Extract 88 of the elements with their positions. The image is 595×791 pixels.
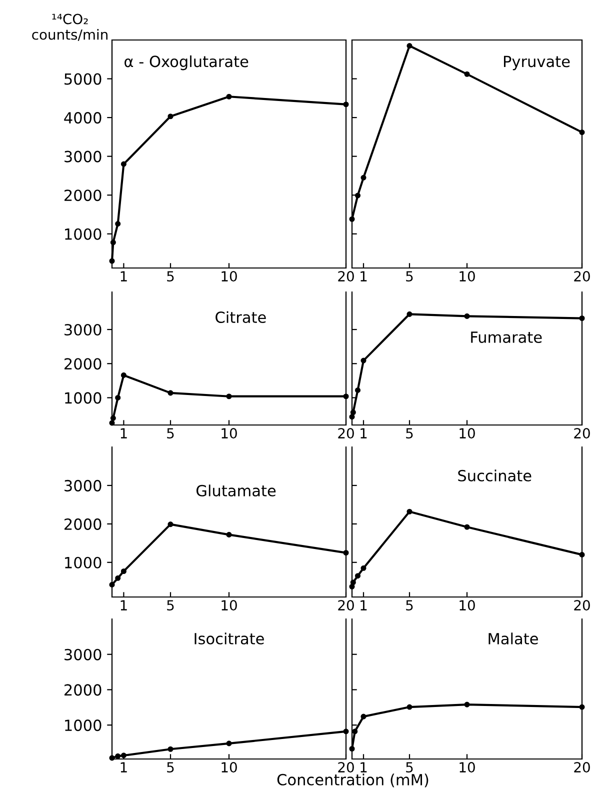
point (168, 522, 174, 528)
y-tick-label: 1000 (65, 720, 102, 732)
point (226, 94, 232, 100)
text: Pyruvate (504, 56, 570, 70)
x-tick-label: 5 (167, 600, 174, 611)
y-tick-label: 3000 (64, 480, 102, 492)
x-tick-label: 20 (574, 428, 590, 439)
point (120, 161, 126, 167)
point (354, 192, 361, 198)
point (360, 358, 366, 364)
point (115, 575, 121, 581)
y-tick-label: 4000 (64, 112, 102, 124)
x-tick-label: 10 (460, 600, 475, 611)
point (360, 565, 366, 571)
point (406, 43, 412, 49)
x-tick-label: 5 (167, 271, 174, 282)
x-tick-label: 10 (222, 600, 237, 611)
x-tick-label: 5 (167, 762, 174, 773)
point (120, 752, 126, 758)
y-tick-label: 1000 (65, 392, 102, 404)
x-tick-label: 1 (120, 600, 127, 610)
x-tick-label: 10 (460, 428, 475, 439)
point (226, 532, 232, 538)
x-tick-label: 1 (360, 271, 367, 282)
x-tick-label: 20 (574, 271, 590, 282)
x-tick-label: 1 (120, 428, 127, 438)
x-tick-label: 1 (120, 762, 127, 772)
y-axis-title: ¹⁴CO₂ counts/min (32, 14, 108, 41)
text: Isocitrate (194, 632, 264, 644)
x-tick-label: 5 (406, 762, 413, 773)
text: Glutamate (196, 484, 276, 496)
x-tick-label: 1 (360, 762, 367, 772)
y-tick-label: 1000 (65, 556, 102, 568)
x-tick-label: 5 (406, 271, 413, 282)
point (464, 702, 470, 708)
point (120, 372, 126, 378)
text: α - Oxoglutarate (124, 55, 248, 70)
text: Fumarate (471, 332, 542, 343)
y-tick-label: 1000 (65, 228, 102, 240)
point (226, 394, 232, 400)
x-tick-label: 5 (406, 428, 413, 439)
point (354, 573, 361, 579)
x-tick-label: 10 (460, 762, 475, 773)
text: Citrate (216, 311, 266, 324)
x-axis-title: Concentration (mM) (277, 774, 428, 788)
point (115, 753, 121, 759)
point (168, 114, 174, 120)
x-tick-label: 20 (574, 762, 590, 773)
point (360, 714, 366, 720)
point (226, 740, 232, 746)
x-tick-label: 10 (222, 762, 237, 773)
x-tick-label: 20 (338, 428, 354, 439)
x-tick-label: 1 (360, 600, 367, 610)
y-tick-label: 2000 (64, 518, 102, 530)
point (406, 704, 412, 710)
point (464, 71, 470, 77)
point (168, 746, 174, 752)
y-tick-label: 3000 (64, 150, 102, 162)
y-tick-label: 2000 (64, 358, 102, 370)
y-tick-label: 2000 (64, 190, 102, 202)
y-tick-label: 2000 (64, 684, 102, 696)
x-tick-label: 1 (360, 428, 367, 438)
point (120, 568, 126, 574)
x-tick-label: 20 (338, 762, 354, 773)
x-tick-label: 10 (222, 271, 237, 282)
point (354, 387, 361, 393)
point (352, 728, 358, 734)
point (406, 311, 412, 317)
x-tick-label: 20 (338, 271, 354, 282)
point (115, 394, 121, 400)
x-tick-label: 5 (167, 428, 174, 439)
x-tick-label: 20 (574, 600, 590, 611)
y-tick-label: 3000 (64, 648, 102, 660)
y-tick-label: 5000 (64, 73, 102, 85)
text: Malate (488, 632, 538, 644)
point (406, 508, 412, 514)
x-tick-label: 10 (460, 271, 475, 282)
point (360, 174, 366, 180)
x-tick-label: 10 (222, 428, 237, 439)
text: Succinate (458, 470, 532, 482)
point (115, 221, 121, 227)
x-tick-label: 1 (120, 271, 127, 282)
x-tick-label: 20 (338, 600, 354, 611)
point (464, 313, 470, 319)
x-tick-label: 5 (406, 600, 413, 611)
point (464, 524, 470, 530)
point (168, 390, 174, 396)
y-tick-label: 3000 (64, 324, 102, 336)
